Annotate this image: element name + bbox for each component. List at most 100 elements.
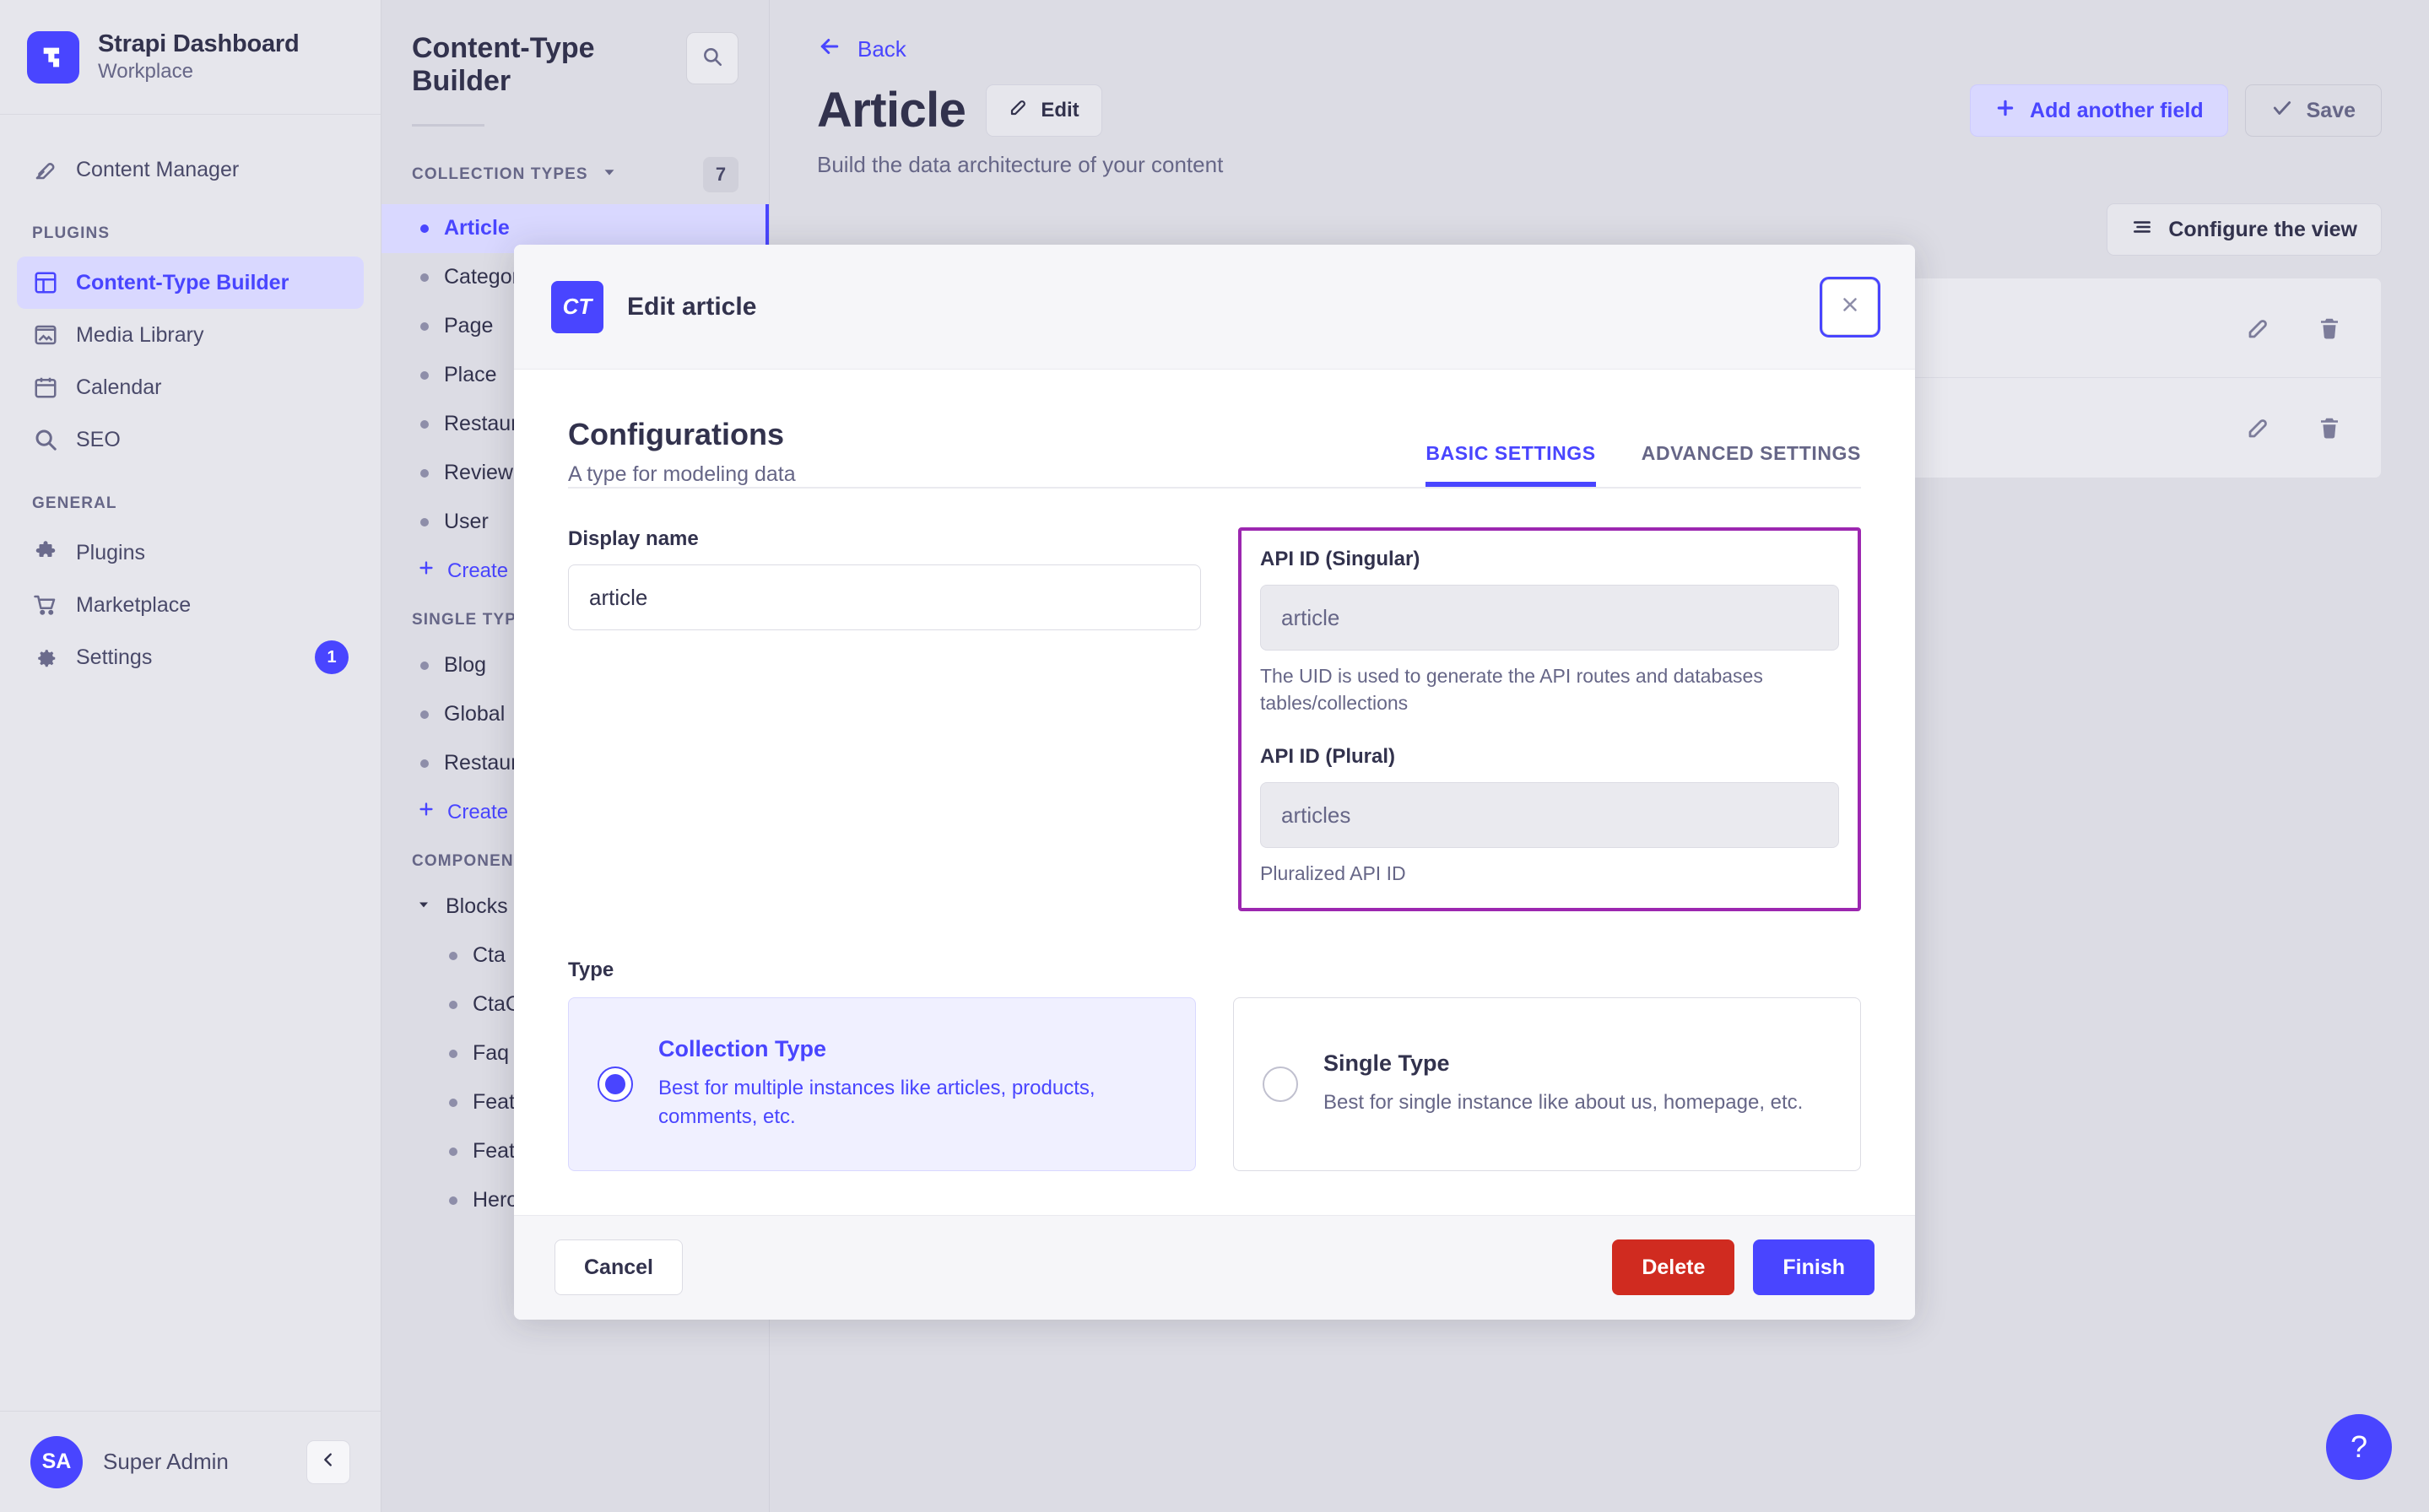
chevron-left-icon	[319, 1450, 338, 1473]
delete-button[interactable]: Delete	[1612, 1239, 1735, 1296]
type-option-collection-type[interactable]: Collection Type Best for multiple instan…	[568, 996, 1196, 1171]
bullet-icon	[420, 370, 429, 380]
check-icon	[2271, 97, 2293, 125]
form-grid: Display name API ID (Singular) The UID i…	[568, 527, 1861, 911]
page-header: Back Article Edit Build the data archite…	[770, 0, 2429, 178]
group-single-types[interactable]: SINGLE TYPES	[381, 596, 769, 641]
modal-title: Edit article	[627, 292, 757, 321]
delete-field-icon[interactable]	[2313, 312, 2345, 344]
api-id-singular-label: API ID (Singular)	[1260, 548, 1420, 570]
ct-item-user[interactable]: User	[381, 498, 769, 547]
tab-label: BASIC SETTINGS	[1425, 442, 1596, 464]
bullet-icon	[449, 1098, 457, 1107]
finish-button[interactable]: Finish	[1753, 1239, 1874, 1296]
nav-item-plugins[interactable]: Plugins	[17, 526, 364, 579]
cart-icon	[32, 591, 59, 618]
bullet-icon	[449, 1147, 457, 1156]
component-group-blocks[interactable]: Blocks	[381, 883, 769, 932]
component-item-hero[interactable]: Hero	[381, 1176, 769, 1225]
type-option-single-type[interactable]: Single Type Best for single instance lik…	[1233, 996, 1861, 1171]
nav-label: Media Library	[76, 322, 204, 347]
avatar[interactable]: SA	[30, 1435, 83, 1488]
ct-item-label: Article	[444, 216, 510, 240]
component-item-cta[interactable]: Cta	[381, 932, 769, 980]
plus-icon	[417, 559, 435, 583]
brand-header: Strapi Dashboard Workplace	[0, 0, 381, 115]
strapi-logo-icon	[27, 30, 79, 84]
ctb-title: Content-Type Builder	[412, 32, 595, 98]
radio-collection-type[interactable]	[598, 1066, 633, 1102]
bullet-icon	[449, 951, 457, 960]
api-id-singular-input[interactable]	[1260, 585, 1839, 651]
help-button[interactable]: ?	[2326, 1414, 2392, 1480]
edit-field-icon[interactable]	[2242, 412, 2275, 444]
nav-label: Content-Type Builder	[76, 270, 289, 294]
nav-item-marketplace[interactable]: Marketplace	[17, 579, 364, 631]
collapse-nav-button[interactable]	[306, 1439, 350, 1484]
api-id-plural-input[interactable]	[1260, 782, 1839, 849]
save-button[interactable]: Save	[2244, 84, 2382, 137]
nav-label: Marketplace	[76, 592, 192, 617]
nav-footer: SA Super Admin	[0, 1411, 381, 1512]
group-label: COLLECTION TYPES	[412, 165, 588, 183]
display-name-input[interactable]	[568, 564, 1201, 630]
ct-item-place[interactable]: Place	[381, 351, 769, 400]
search-icon	[32, 426, 59, 453]
bullet-icon	[420, 517, 429, 526]
display-name-label: Display name	[568, 527, 699, 550]
configure-the-view-button[interactable]: Configure the view	[2107, 203, 2382, 256]
back-label: Back	[857, 36, 906, 62]
ct-item-label: Global	[444, 702, 506, 726]
nav-section-general: GENERAL	[32, 494, 117, 512]
add-another-field-button[interactable]: Add another field	[1970, 84, 2228, 137]
layout-icon	[32, 269, 59, 296]
question-mark-icon: ?	[2350, 1429, 2368, 1464]
nav-item-seo[interactable]: SEO	[17, 413, 364, 466]
type-option-desc: Best for single instance like about us, …	[1323, 1091, 1804, 1115]
nav-item-settings[interactable]: Settings 1	[17, 631, 364, 683]
back-link[interactable]: Back	[817, 34, 906, 65]
modal-body: Configurations A type for modeling data …	[514, 370, 1915, 1215]
nav-item-media-library[interactable]: Media Library	[17, 309, 364, 361]
nav-item-content-manager[interactable]: Content Manager	[17, 143, 364, 196]
ct-item-review[interactable]: Review	[381, 449, 769, 498]
type-option-title: Collection Type	[658, 1036, 827, 1062]
modal-header: CT Edit article	[514, 245, 1915, 370]
nav-label: Calendar	[76, 375, 162, 399]
ct-item-blog[interactable]: Blog	[381, 641, 769, 690]
ctb-search-button[interactable]	[686, 32, 738, 84]
component-item-faq[interactable]: Faq	[381, 1029, 769, 1078]
plus-icon	[1994, 97, 2016, 125]
edit-field-icon[interactable]	[2242, 312, 2275, 344]
ct-item-page[interactable]: Page	[381, 302, 769, 351]
feather-pen-icon	[32, 156, 59, 183]
api-id-plural-hint: Pluralized API ID	[1260, 862, 1406, 885]
group-collection-types[interactable]: COLLECTION TYPES 7	[381, 142, 769, 204]
display-name-group: Display name	[568, 527, 1201, 911]
close-modal-button[interactable]	[1820, 276, 1880, 338]
modal-footer: Cancel Delete Finish	[514, 1214, 1915, 1320]
cancel-button[interactable]: Cancel	[555, 1239, 683, 1296]
configurations-subtitle: A type for modeling data	[568, 462, 796, 486]
tab-advanced-settings[interactable]: ADVANCED SETTINGS	[1642, 442, 1861, 487]
edit-button[interactable]: Edit	[986, 84, 1102, 137]
bullet-icon	[420, 710, 429, 719]
configurations-divider	[568, 487, 1861, 489]
bullet-icon	[420, 661, 429, 670]
brand-subtitle: Workplace	[98, 60, 193, 83]
nav-item-calendar[interactable]: Calendar	[17, 361, 364, 413]
configure-label: Configure the view	[2168, 217, 2357, 241]
edit-article-modal: CT Edit article Configurations A type fo…	[514, 245, 1915, 1320]
nav-item-content-type-builder[interactable]: Content-Type Builder	[17, 256, 364, 309]
ct-item-global[interactable]: Global	[381, 690, 769, 739]
type-option-desc: Best for multiple instances like article…	[658, 1077, 1095, 1129]
group-label: SINGLE TYPES	[412, 610, 540, 629]
group-components[interactable]: COMPONENTS	[381, 837, 769, 883]
tab-basic-settings[interactable]: BASIC SETTINGS	[1425, 442, 1597, 487]
nav-scroll-area: Content Manager PLUGINS Content-Type Bui…	[0, 115, 381, 1411]
radio-single-type[interactable]	[1263, 1066, 1298, 1102]
delete-field-icon[interactable]	[2313, 412, 2345, 444]
configure-row: Configure the view	[770, 178, 2429, 256]
component-group-label: Blocks	[446, 894, 508, 919]
